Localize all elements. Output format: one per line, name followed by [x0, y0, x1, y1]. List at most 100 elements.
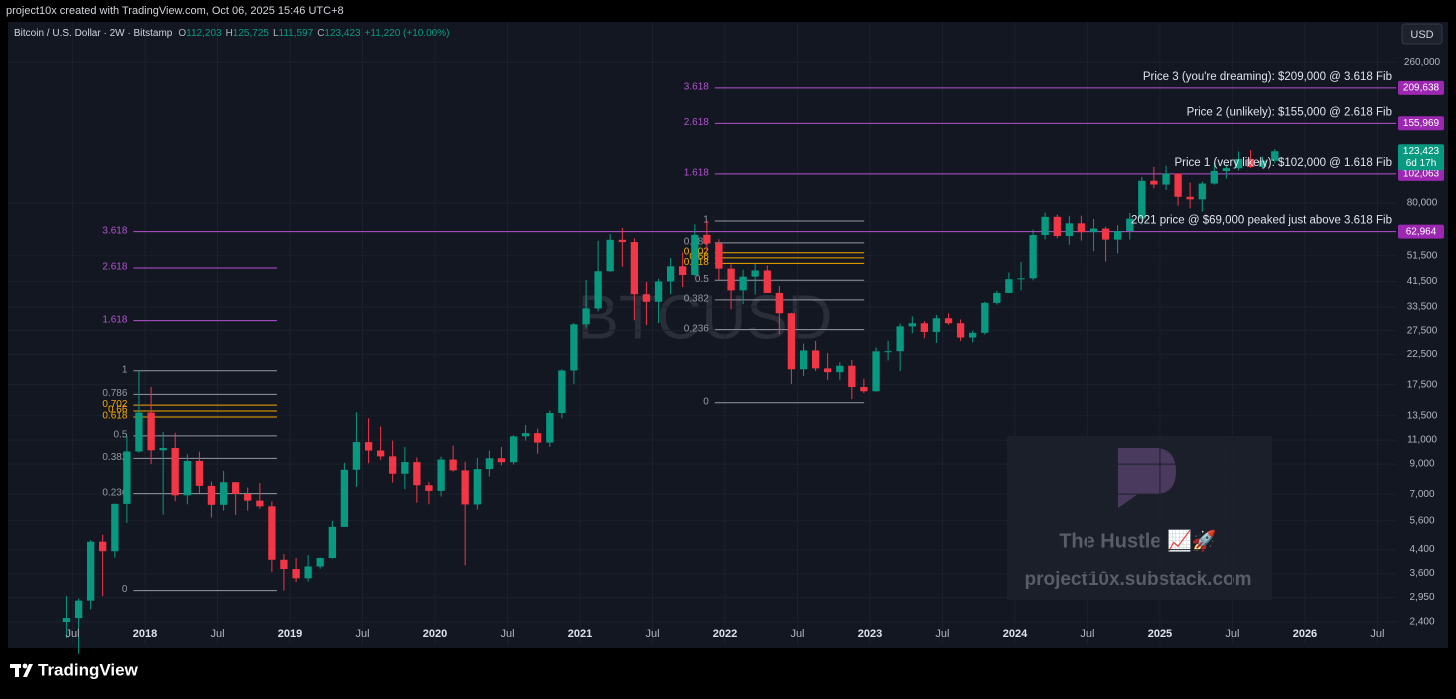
candle-body — [533, 433, 542, 443]
candle-body — [703, 234, 711, 244]
price-tag-label: 102,063 — [1403, 169, 1440, 180]
legend-key: C — [317, 28, 324, 39]
fib-note: Price 1 (very likely): $102,000 @ 1.618 … — [1175, 157, 1393, 169]
candle-body — [630, 242, 639, 295]
candle-body — [171, 447, 179, 496]
fib-level-label: 0.786 — [102, 388, 127, 399]
candle-body — [449, 459, 457, 471]
candle-body — [183, 460, 192, 496]
fib-level-label: 0.66 — [108, 405, 128, 416]
candle-body — [256, 500, 264, 507]
candle-body — [908, 323, 916, 327]
y-tick-label: 3,600 — [1409, 568, 1434, 579]
legend: Bitcoin / U.S. Dollar · 2W · Bitstamp O11… — [14, 28, 449, 39]
fib-level-label: 0 — [703, 396, 709, 407]
header: project10x created with TradingView.com,… — [6, 5, 344, 17]
candle-body — [1029, 235, 1037, 279]
candle-body — [884, 351, 892, 353]
fib-note: 2021 price @ $69,000 peaked just above 3… — [1131, 215, 1392, 227]
x-tick-label: 2025 — [1148, 628, 1172, 640]
price-tag — [1398, 166, 1444, 181]
fib-level-label: 1 — [122, 364, 128, 375]
candle-body — [836, 365, 844, 373]
fib-note: Price 2 (unlikely): $155,000 @ 2.618 Fib — [1187, 106, 1392, 118]
x-tick-label: Jul — [500, 628, 514, 640]
candle-body — [715, 243, 723, 269]
fib-level-label: 0.702 — [102, 399, 127, 410]
candle-body — [872, 351, 880, 392]
candle-body — [1138, 180, 1146, 219]
x-tick-label: Jul — [1370, 628, 1384, 640]
candle-body — [207, 485, 216, 505]
candle-body — [1198, 183, 1206, 200]
legend-change: +11,220 (+10.00%) — [365, 28, 450, 39]
candle-body — [727, 268, 735, 291]
price-tag — [1398, 116, 1444, 131]
candle-body — [1174, 173, 1182, 197]
x-tick-label: 2021 — [568, 628, 592, 640]
x-tick-label: Jul — [355, 628, 369, 640]
candle-body — [1150, 180, 1158, 185]
candle-body — [848, 365, 856, 388]
fib-level-label: 1.618 — [684, 168, 709, 179]
candle-body — [920, 323, 928, 332]
candle-body — [896, 326, 904, 352]
price-tag-label: 209,638 — [1403, 83, 1440, 94]
candle-body — [1234, 158, 1243, 169]
x-tick-label: Jul — [1225, 628, 1239, 640]
x-tick-label: 2020 — [423, 628, 447, 640]
footer-brand: TradingView — [38, 660, 139, 679]
candle-body — [775, 292, 784, 314]
grid — [8, 22, 1396, 645]
candle-body — [558, 370, 566, 414]
y-tick-label: 4,400 — [1409, 544, 1434, 555]
brand-title: The Hustle 📈🚀 — [1059, 528, 1217, 552]
candle-body — [292, 569, 300, 579]
candle-body — [811, 350, 820, 369]
fib-level-label: 1 — [703, 215, 709, 226]
candle-body — [352, 442, 361, 470]
brand-logo — [1118, 448, 1176, 508]
y-tick-label: 51,500 — [1407, 250, 1438, 261]
currency[interactable]: USD — [1410, 29, 1433, 41]
candle-body — [932, 318, 941, 332]
candle-body — [582, 308, 590, 325]
candle-body — [74, 600, 83, 619]
price-tag — [1398, 224, 1444, 239]
candle-body — [195, 460, 204, 486]
price-tag-label: 123,423 — [1403, 146, 1440, 157]
y-tick-label: 80,000 — [1407, 198, 1438, 209]
candle-body — [691, 234, 699, 276]
candle-body — [111, 503, 119, 552]
x-tick-label: Jul — [210, 628, 224, 640]
currency-box[interactable] — [1401, 23, 1443, 45]
price-tag-label: 155,969 — [1403, 118, 1440, 129]
candle-body — [1101, 228, 1110, 240]
fib-level-label: 0.5 — [695, 274, 709, 285]
fib-level-label: 0.618 — [102, 411, 127, 422]
candle-body — [413, 462, 421, 486]
candle-body — [99, 541, 107, 552]
fib-level-label: 0.236 — [102, 487, 127, 498]
y-tick-label: 27,500 — [1407, 325, 1438, 336]
fib-level-label: 0.5 — [114, 430, 128, 441]
candle-body — [123, 451, 131, 504]
candle-body — [340, 469, 349, 527]
candle-body — [62, 618, 71, 623]
candle-body — [1126, 218, 1134, 232]
candle-body — [1041, 216, 1049, 236]
x-tick-label: 2023 — [858, 628, 882, 640]
y-tick-label: 11,000 — [1407, 435, 1437, 446]
candle-body — [570, 324, 578, 371]
legend-key: H — [226, 28, 233, 39]
candle-body — [364, 442, 373, 451]
y-tick-label: 33,500 — [1407, 302, 1438, 313]
candle-body — [594, 271, 602, 309]
candle-body — [316, 558, 324, 567]
candle-body — [1113, 231, 1122, 240]
candle-body — [86, 541, 95, 601]
candle-body — [473, 469, 481, 505]
price-tag — [1398, 80, 1444, 95]
